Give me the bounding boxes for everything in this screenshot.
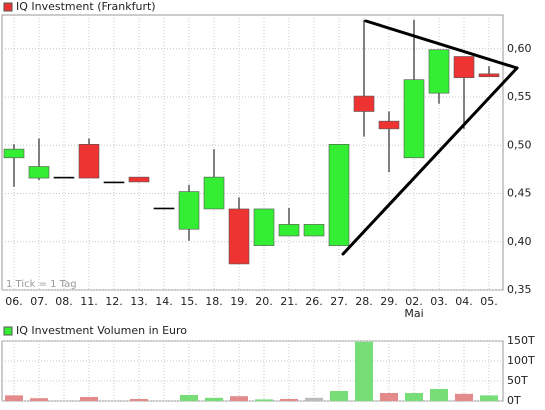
volume-panel — [1, 340, 504, 402]
candle-body — [153, 207, 175, 210]
volume-bar — [280, 399, 298, 401]
x-tick-label: 11. — [80, 295, 98, 308]
y-tick-label: 100T — [507, 354, 535, 367]
x-tick-label: 08. — [55, 295, 73, 308]
candle-body — [428, 49, 450, 94]
volume-bar — [330, 391, 348, 401]
volume-bar — [180, 395, 198, 401]
x-tick-label: 28. — [355, 295, 373, 308]
volume-bar — [480, 395, 498, 401]
x-tick-label: 21. — [280, 295, 298, 308]
legend-swatch — [3, 2, 13, 12]
volume-bar — [405, 393, 423, 401]
y-tick-label: 0,50 — [507, 138, 532, 151]
candle-body — [478, 73, 500, 78]
x-tick-label: 02. — [405, 295, 423, 308]
x-tick-label: 04. — [455, 295, 473, 308]
x-tick-label: 19. — [230, 295, 248, 308]
legend-swatch — [3, 326, 13, 336]
y-tick-label: 0,45 — [507, 187, 532, 200]
volume-bar — [80, 397, 98, 401]
candle-body — [278, 224, 300, 237]
volume-bar — [205, 397, 223, 401]
candle-body — [78, 143, 100, 179]
candle-body — [128, 176, 150, 183]
y-tick-label: 0,40 — [507, 235, 532, 248]
trend-line — [341, 66, 519, 256]
y-tick-label: 150T — [507, 334, 535, 347]
volume-bar — [5, 395, 23, 401]
volume-bar — [355, 341, 373, 401]
volume-bar — [230, 396, 248, 401]
x-tick-label: 18. — [205, 295, 223, 308]
candle-body — [328, 143, 350, 246]
candle-body — [253, 208, 275, 246]
x-tick-label: 07. — [30, 295, 48, 308]
candle-body — [403, 79, 425, 159]
x-tick-label: 06. — [5, 295, 23, 308]
volume-bar — [455, 393, 473, 401]
candle-body — [53, 176, 75, 179]
volume-bar — [255, 399, 273, 401]
x-tick-label: 05. — [480, 295, 498, 308]
x-tick-label: 14. — [155, 295, 173, 308]
x-tick-label: 15. — [180, 295, 198, 308]
x-tick-label: 26. — [305, 295, 323, 308]
candle-body — [353, 95, 375, 112]
price-panel — [1, 14, 504, 291]
annotation: 1 Tick = 1 Tag — [6, 279, 77, 290]
y-tick-label: 0,60 — [507, 42, 532, 55]
x-tick-label: 27. — [330, 295, 348, 308]
chart-title: IQ Investment (Frankfurt) — [16, 0, 156, 13]
volume-bar — [305, 397, 323, 401]
candle-body — [378, 120, 400, 130]
marks: 0,35 0,40 0,45 0,50 0,55 0,60 06. 07. 08. 11. 12. 1… — [2, 15, 535, 407]
candle-body — [3, 148, 25, 159]
y-tick-label: 0,35 — [507, 283, 532, 296]
chart-title: IQ Investment Volumen in Euro — [16, 324, 187, 337]
candle-body — [228, 208, 250, 265]
x-tick-label: 13. — [130, 295, 148, 308]
volume-bar — [30, 398, 48, 401]
trend-line — [364, 19, 519, 70]
triangle-drawing — [341, 19, 519, 256]
candle-body — [178, 191, 200, 230]
y-tick-label: 0T — [507, 394, 521, 407]
candle-body — [103, 181, 125, 184]
candle-body — [28, 166, 50, 179]
candle-body — [453, 56, 475, 79]
y-tick-label: 50T — [507, 374, 528, 387]
volume-bar — [130, 399, 148, 401]
x-tick-label: 20. — [255, 295, 273, 308]
volume-bar — [430, 389, 448, 401]
x-tick-label: 29. — [380, 295, 398, 308]
x-tick-label: 03. — [430, 295, 448, 308]
volume-bar — [380, 393, 398, 401]
y-tick-label: 0,55 — [507, 90, 532, 103]
month-label: Mai — [404, 307, 423, 320]
x-tick-label: 12. — [105, 295, 123, 308]
candle-body — [303, 224, 325, 237]
candle-body — [203, 176, 225, 210]
